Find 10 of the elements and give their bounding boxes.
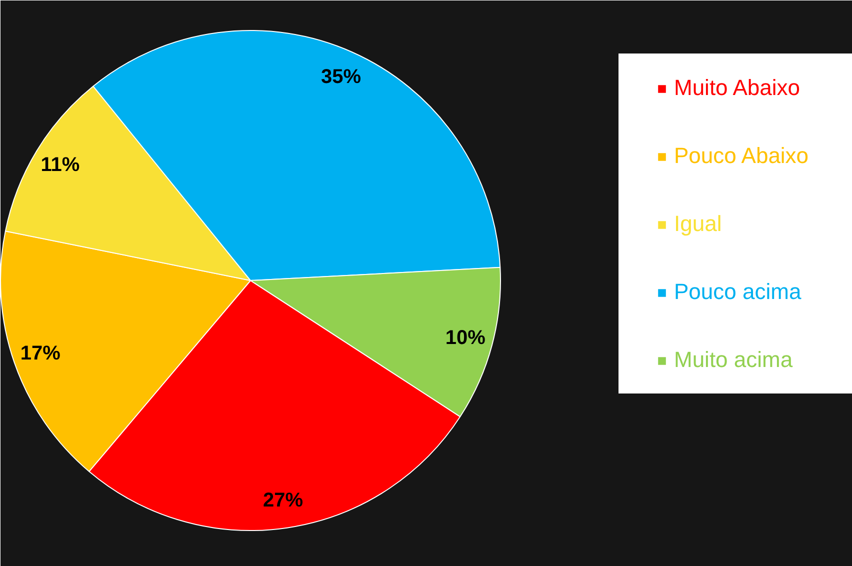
legend-label: Igual bbox=[674, 211, 722, 237]
data-label: 10% bbox=[445, 327, 486, 350]
data-label: 11% bbox=[40, 154, 80, 176]
legend-label: Muito acima bbox=[674, 347, 793, 373]
data-label: 27% bbox=[262, 490, 304, 512]
data-label: 35% bbox=[320, 66, 362, 88]
legend-label: Pouco acima bbox=[674, 279, 802, 305]
data-label: 17% bbox=[20, 342, 61, 365]
legend-label: Pouco Abaixo bbox=[674, 143, 809, 169]
legend-label: Muito Abaixo bbox=[674, 75, 800, 101]
